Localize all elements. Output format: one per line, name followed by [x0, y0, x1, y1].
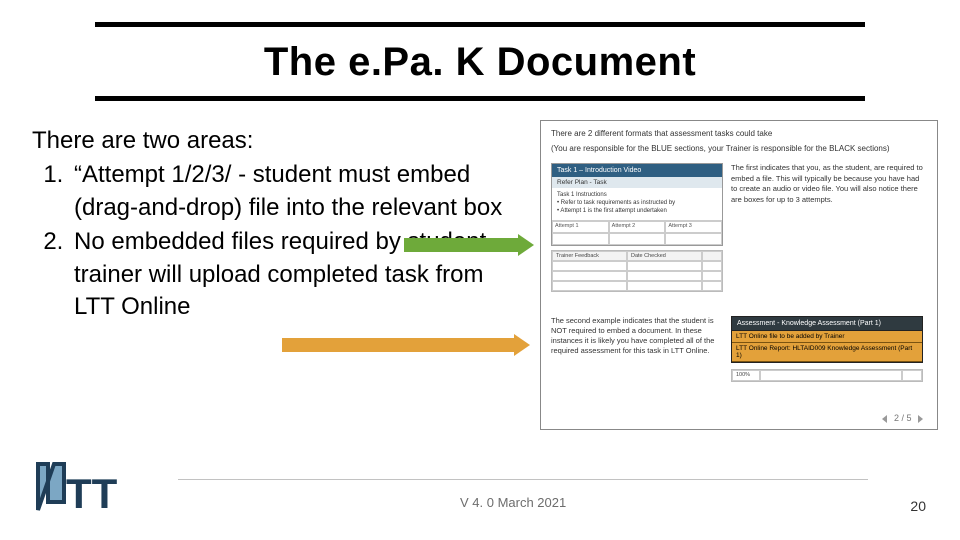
body-text: There are two areas: “Attempt 1/2/3/ - s…: [32, 125, 512, 325]
mb-body-3: • Attempt 1 is the first attempt underta…: [557, 208, 717, 214]
pager-next-icon[interactable]: [918, 415, 923, 423]
fb-row-1: [552, 261, 722, 271]
arrow-orange-head: [514, 334, 530, 356]
attempt-h1: Attempt 1: [552, 221, 609, 233]
mb-body-2: • Refer to task requirements as instruct…: [557, 200, 717, 206]
panel-line-1: There are 2 different formats that asses…: [551, 129, 927, 138]
arrow-orange: [282, 334, 530, 356]
fb-h2: Date Checked: [627, 251, 702, 261]
pager-total: 5: [906, 413, 911, 423]
attempt-c2: [609, 233, 666, 245]
feedback-block: Trainer Feedback Date Checked: [551, 250, 723, 292]
pager-prev-icon[interactable]: [882, 415, 887, 423]
panel-row-2: The second example indicates that the st…: [551, 316, 927, 382]
task-miniblock: Task 1 – Introduction Video Refer Plan -…: [551, 163, 723, 246]
arrow-green-head: [518, 234, 534, 256]
slide-title: The e.Pa. K Document: [0, 40, 960, 85]
intro-line: There are two areas:: [32, 125, 512, 157]
pager-current: 2: [894, 413, 899, 423]
mb-body-1: Task 1 Instructions: [557, 192, 717, 198]
miniblock-sub: Refer Plan - Task: [552, 177, 722, 188]
panel-pager: 2 / 5: [882, 413, 923, 423]
arrow-orange-shaft: [282, 338, 516, 352]
assessment-block: Assessment - Knowledge Assessment (Part …: [731, 316, 923, 382]
panel-sidecopy: The first indicates that you, as the stu…: [731, 163, 923, 304]
assess-strip-1: LTT Online file to be added by Trainer: [732, 331, 922, 343]
assess-strips: LTT Online file to be added by Trainer L…: [731, 330, 923, 363]
panel-line-2: (You are responsible for the BLUE sectio…: [551, 144, 927, 153]
footer-version: V 4. 0 March 2021: [460, 495, 566, 510]
arrow-green: [404, 234, 534, 256]
fb-h1: Trainer Feedback: [552, 251, 627, 261]
ag-3: [902, 370, 922, 381]
assess-grid: 100%: [731, 369, 923, 382]
miniblock-body: Task 1 Instructions • Refer to task requ…: [552, 188, 722, 220]
footer-page-number: 20: [910, 498, 926, 514]
ltt-logo: TT: [30, 458, 150, 518]
attempt-grid: Attempt 1 Attempt 2 Attempt 3: [552, 220, 722, 245]
panel-leftcopy: The second example indicates that the st…: [551, 316, 723, 357]
feedback-head: Trainer Feedback Date Checked: [552, 251, 722, 261]
logo-text: TT: [66, 470, 118, 517]
top-rule: [95, 22, 865, 27]
attempt-c1: [552, 233, 609, 245]
attempt-c3: [665, 233, 722, 245]
fb-h3: [702, 251, 722, 261]
slide: The e.Pa. K Document There are two areas…: [0, 0, 960, 540]
miniblock-wrap: Task 1 – Introduction Video Refer Plan -…: [551, 163, 723, 304]
attempt-h3: Attempt 3: [665, 221, 722, 233]
list-item-1: “Attempt 1/2/3/ - student must embed (dr…: [70, 159, 512, 224]
assess-head: Assessment - Knowledge Assessment (Part …: [731, 316, 923, 330]
arrow-green-shaft: [404, 238, 520, 252]
title-underline: [95, 96, 865, 101]
fb-row-2: [552, 271, 722, 281]
attempt-h2: Attempt 2: [609, 221, 666, 233]
ag-2: [760, 370, 902, 381]
footer-rule: [178, 479, 868, 480]
screenshot-panel: There are 2 different formats that asses…: [540, 120, 938, 430]
panel-row-1: Task 1 – Introduction Video Refer Plan -…: [551, 163, 927, 304]
fb-row-3: [552, 281, 722, 291]
assess-strip-2: LTT Online Report: HLTAID009 Knowledge A…: [732, 343, 922, 362]
ag-1: 100%: [732, 370, 760, 381]
miniblock-head: Task 1 – Introduction Video: [552, 164, 722, 177]
